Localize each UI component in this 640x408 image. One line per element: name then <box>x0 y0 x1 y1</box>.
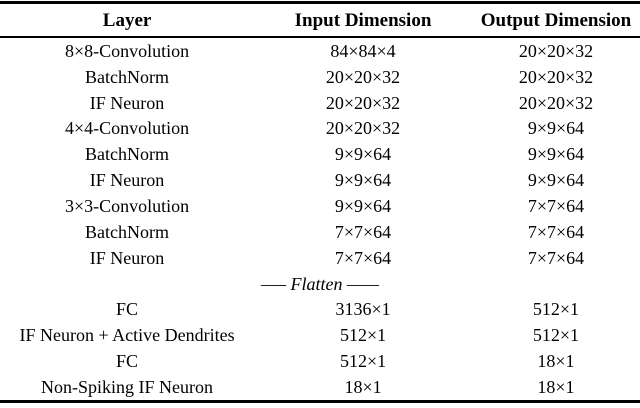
table-row: Non-Spiking IF Neuron 18×1 18×1 <box>0 374 640 400</box>
layer-cell: BatchNorm <box>85 221 170 242</box>
table-row: FC 3136×1 512×1 <box>0 296 640 322</box>
layer-cell: BatchNorm <box>85 144 170 165</box>
layer-cell: 3×3-Convolution <box>64 195 190 216</box>
output-dimension-cell: 7×7×64 <box>527 221 585 242</box>
output-dimension-cell: 20×20×32 <box>518 66 594 87</box>
table-row: 4×4-Convolution 20×20×32 9×9×64 <box>0 116 640 142</box>
layer-cell: IF Neuron <box>89 170 165 191</box>
output-dimension-cell: 512×1 <box>532 325 580 346</box>
table-row: IF Neuron + Active Dendrites 512×1 512×1 <box>0 322 640 348</box>
input-dimension-cell: 9×9×64 <box>334 170 392 191</box>
output-dimension-cell: 20×20×32 <box>518 92 594 113</box>
header-input-dimension: Input Dimension <box>294 9 432 31</box>
table-row: IF Neuron 20×20×32 20×20×32 <box>0 90 640 116</box>
layer-cell: FC <box>116 299 139 320</box>
layer-cell: IF Neuron <box>89 92 165 113</box>
input-dimension-cell: 3136×1 <box>335 299 391 320</box>
layer-cell: 8×8-Convolution <box>64 40 190 61</box>
output-dimension-cell: 7×7×64 <box>527 195 585 216</box>
input-dimension-cell: 512×1 <box>339 325 387 346</box>
output-dimension-cell: 9×9×64 <box>527 170 585 191</box>
layer-cell: IF Neuron <box>89 247 165 268</box>
input-dimension-cell: 18×1 <box>344 376 382 397</box>
layer-cell: BatchNorm <box>85 66 170 87</box>
table-header-row: Layer Input Dimension Output Dimension <box>0 4 640 36</box>
output-dimension-cell: 18×1 <box>537 376 575 397</box>
flatten-divider: —– Flatten —— <box>260 273 379 294</box>
header-rule <box>0 36 640 38</box>
input-dimension-cell: 20×20×32 <box>325 92 401 113</box>
layer-cell: IF Neuron + Active Dendrites <box>19 325 235 346</box>
output-dimension-cell: 512×1 <box>532 299 580 320</box>
layer-cell: 4×4-Convolution <box>64 118 190 139</box>
output-dimension-cell: 20×20×32 <box>518 40 594 61</box>
output-dimension-cell: 9×9×64 <box>527 118 585 139</box>
top-rule <box>0 1 640 4</box>
input-dimension-cell: 20×20×32 <box>325 118 401 139</box>
input-dimension-cell: 84×84×4 <box>330 40 396 61</box>
table-row: BatchNorm 20×20×32 20×20×32 <box>0 64 640 90</box>
input-dimension-cell: 9×9×64 <box>334 195 392 216</box>
table-row: 8×8-Convolution 84×84×4 20×20×32 <box>0 38 640 64</box>
layer-cell: FC <box>116 351 139 372</box>
table-row: IF Neuron 7×7×64 7×7×64 <box>0 245 640 271</box>
bottom-rule <box>0 399 640 403</box>
table-row: 3×3-Convolution 9×9×64 7×7×64 <box>0 193 640 219</box>
header-output-dimension: Output Dimension <box>480 9 632 31</box>
input-dimension-cell: 7×7×64 <box>334 247 392 268</box>
table-row: FC 512×1 18×1 <box>0 348 640 374</box>
output-dimension-cell: 9×9×64 <box>527 144 585 165</box>
input-dimension-cell: 20×20×32 <box>325 66 401 87</box>
header-layer: Layer <box>102 9 152 31</box>
table-row: BatchNorm 7×7×64 7×7×64 <box>0 219 640 245</box>
layer-cell: Non-Spiking IF Neuron <box>41 376 214 397</box>
table-row: BatchNorm 9×9×64 9×9×64 <box>0 141 640 167</box>
output-dimension-cell: 7×7×64 <box>527 247 585 268</box>
table-row: IF Neuron 9×9×64 9×9×64 <box>0 167 640 193</box>
input-dimension-cell: 7×7×64 <box>334 221 392 242</box>
input-dimension-cell: 9×9×64 <box>334 144 392 165</box>
output-dimension-cell: 18×1 <box>537 351 575 372</box>
input-dimension-cell: 512×1 <box>339 351 387 372</box>
